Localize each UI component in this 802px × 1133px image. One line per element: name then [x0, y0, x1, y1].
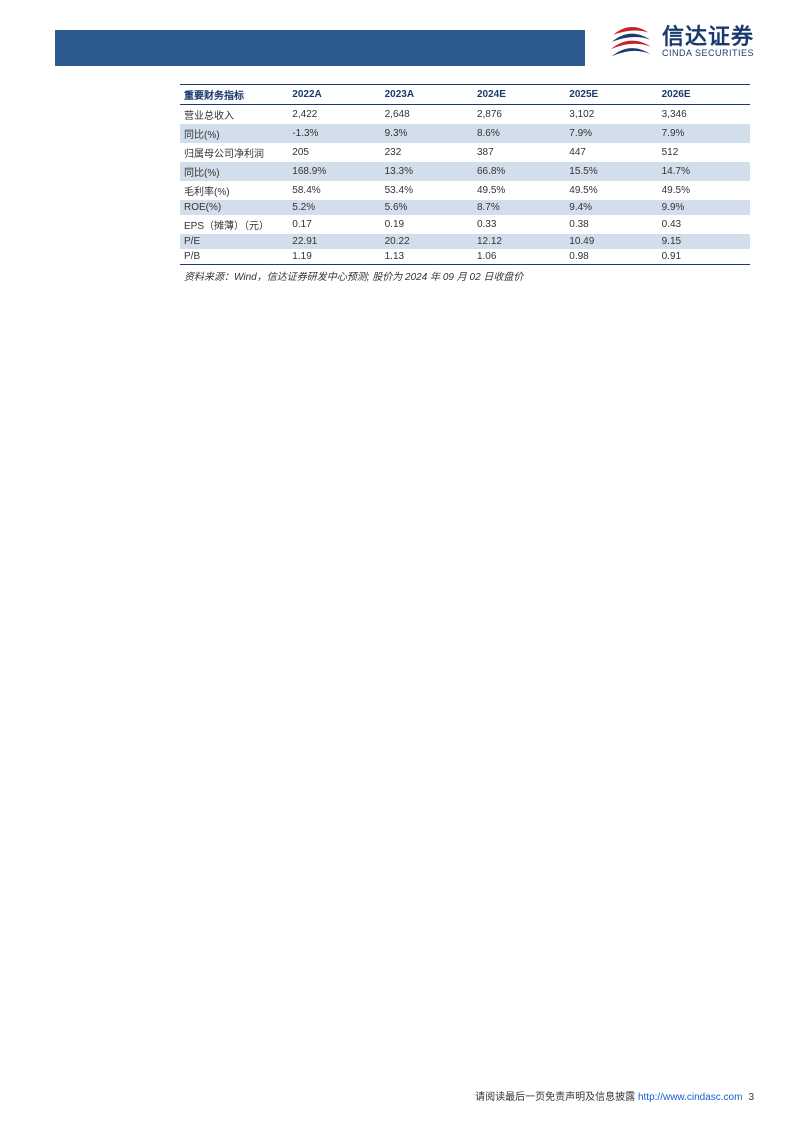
row-label: ROE(%) [180, 200, 288, 215]
footer-link[interactable]: http://www.cindasc.com [638, 1092, 742, 1103]
row-label: 毛利率(%) [180, 181, 288, 200]
header-bar [55, 30, 585, 66]
row-label: 同比(%) [180, 162, 288, 181]
row-value: 2,422 [288, 105, 380, 125]
footer-text: 请阅读最后一页免责声明及信息披露 [475, 1092, 638, 1103]
row-value: 0.33 [473, 215, 565, 234]
row-value: 205 [288, 143, 380, 162]
row-label: EPS（摊薄）（元） [180, 215, 288, 234]
source-note: 资料来源：Wind，信达证券研发中心预测; 股价为 2024 年 09 月 02… [180, 268, 750, 283]
row-value: 7.9% [565, 124, 657, 143]
row-value: 5.2% [288, 200, 380, 215]
row-value: 49.5% [658, 181, 750, 200]
row-value: 8.6% [473, 124, 565, 143]
page-number: 3 [748, 1092, 754, 1103]
row-value: 1.13 [381, 249, 473, 265]
row-value: 9.4% [565, 200, 657, 215]
table-row: P/E 22.91 20.22 12.12 10.49 9.15 [180, 234, 750, 249]
row-value: 1.06 [473, 249, 565, 265]
logo-text: 信达证券 CINDA SECURITIES [662, 25, 754, 59]
row-value: 0.98 [565, 249, 657, 265]
col-header-2023A: 2023A [381, 85, 473, 105]
row-value: 0.38 [565, 215, 657, 234]
col-header-2024E: 2024E [473, 85, 565, 105]
row-value: 3,346 [658, 105, 750, 125]
logo-en-text: CINDA SECURITIES [662, 49, 754, 59]
row-value: 1.19 [288, 249, 380, 265]
row-value: 9.3% [381, 124, 473, 143]
row-value: 14.7% [658, 162, 750, 181]
col-header-2022A: 2022A [288, 85, 380, 105]
row-value: 9.15 [658, 234, 750, 249]
row-value: 49.5% [565, 181, 657, 200]
row-value: 2,648 [381, 105, 473, 125]
table-row: 同比(%) 168.9% 13.3% 66.8% 15.5% 14.7% [180, 162, 750, 181]
row-value: 22.91 [288, 234, 380, 249]
row-label: 归属母公司净利润 [180, 143, 288, 162]
financial-indicators-table: 重要财务指标 2022A 2023A 2024E 2025E 2026E 营业总… [180, 84, 750, 265]
table-row: 毛利率(%) 58.4% 53.4% 49.5% 49.5% 49.5% [180, 181, 750, 200]
row-value: 168.9% [288, 162, 380, 181]
logo-swoosh-icon [606, 18, 654, 66]
row-value: 66.8% [473, 162, 565, 181]
row-value: 447 [565, 143, 657, 162]
table-row: 同比(%) -1.3% 9.3% 8.6% 7.9% 7.9% [180, 124, 750, 143]
table-row: 营业总收入 2,422 2,648 2,876 3,102 3,346 [180, 105, 750, 125]
row-value: 3,102 [565, 105, 657, 125]
row-value: 7.9% [658, 124, 750, 143]
table-row: P/B 1.19 1.13 1.06 0.98 0.91 [180, 249, 750, 265]
table-header-row: 重要财务指标 2022A 2023A 2024E 2025E 2026E [180, 85, 750, 105]
financial-table-container: 重要财务指标 2022A 2023A 2024E 2025E 2026E 营业总… [180, 84, 750, 283]
row-value: 512 [658, 143, 750, 162]
table-row: 归属母公司净利润 205 232 387 447 512 [180, 143, 750, 162]
col-header-2026E: 2026E [658, 85, 750, 105]
company-logo: 信达证券 CINDA SECURITIES [606, 18, 754, 66]
row-value: 8.7% [473, 200, 565, 215]
row-label: 同比(%) [180, 124, 288, 143]
col-header-2025E: 2025E [565, 85, 657, 105]
logo-cn-text: 信达证券 [662, 25, 754, 49]
row-value: 387 [473, 143, 565, 162]
row-value: 0.17 [288, 215, 380, 234]
row-value: 10.49 [565, 234, 657, 249]
row-label: P/E [180, 234, 288, 249]
row-label: 营业总收入 [180, 105, 288, 125]
row-value: 232 [381, 143, 473, 162]
row-value: 13.3% [381, 162, 473, 181]
row-value: 53.4% [381, 181, 473, 200]
row-value: 20.22 [381, 234, 473, 249]
row-value: 5.6% [381, 200, 473, 215]
row-value: -1.3% [288, 124, 380, 143]
row-value: 0.19 [381, 215, 473, 234]
row-label: P/B [180, 249, 288, 265]
row-value: 2,876 [473, 105, 565, 125]
row-value: 0.91 [658, 249, 750, 265]
row-value: 0.43 [658, 215, 750, 234]
row-value: 58.4% [288, 181, 380, 200]
row-value: 9.9% [658, 200, 750, 215]
row-value: 49.5% [473, 181, 565, 200]
row-value: 15.5% [565, 162, 657, 181]
table-row: EPS（摊薄）（元） 0.17 0.19 0.33 0.38 0.43 [180, 215, 750, 234]
col-header-label: 重要财务指标 [180, 85, 288, 105]
page-footer: 请阅读最后一页免责声明及信息披露 http://www.cindasc.com 3 [475, 1088, 754, 1103]
table-row: ROE(%) 5.2% 5.6% 8.7% 9.4% 9.9% [180, 200, 750, 215]
row-value: 12.12 [473, 234, 565, 249]
